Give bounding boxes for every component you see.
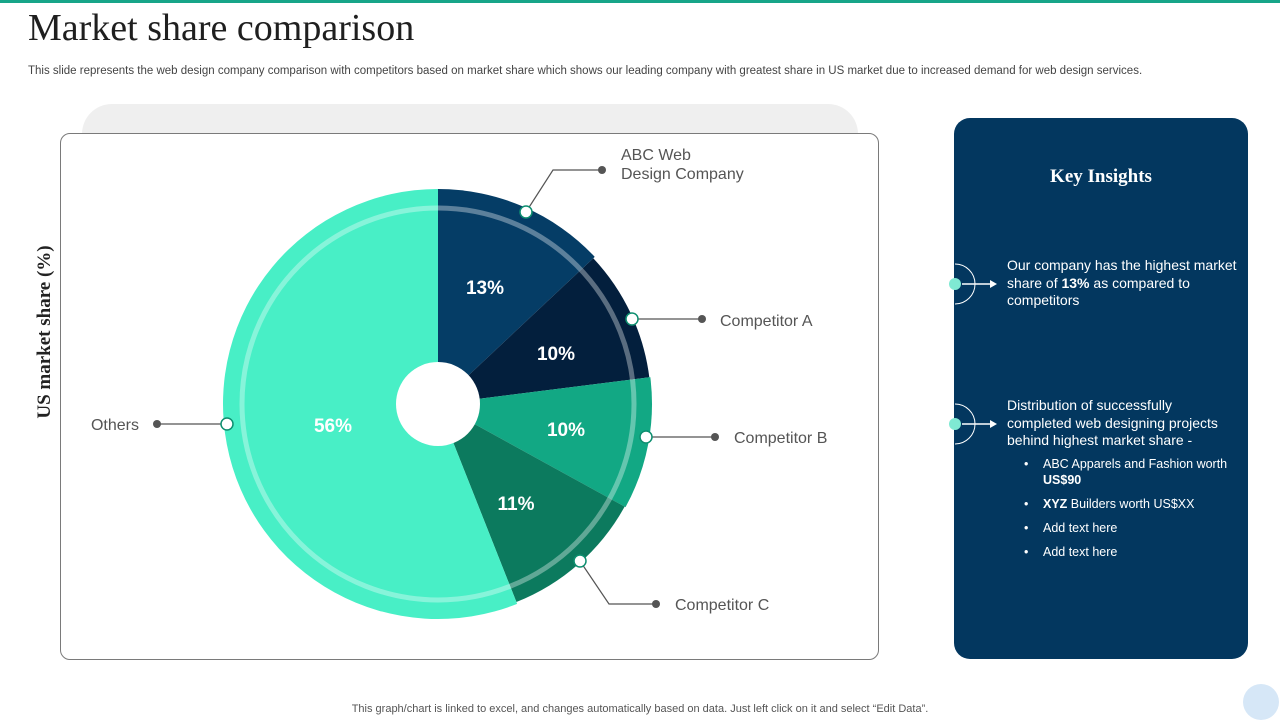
leader-anchor-competitor-c [573, 554, 587, 568]
footer-note: This graph/chart is linked to excel, and… [351, 703, 929, 715]
bullet-1-bold: US$90 [1043, 473, 1082, 487]
leader-end-dot-abc-web-design-company [598, 166, 606, 174]
leader-end-dot-competitor-a [698, 315, 706, 323]
y-axis-label: US market share (%) [34, 245, 55, 418]
insight-1-post: as compared to competitors [1007, 274, 1190, 309]
pie-slice-abc-web-design-company[interactable] [438, 189, 595, 404]
data-label-abc-web-design-company: 13% [466, 278, 504, 299]
bullet-2-text: Builders worth US$XX [1067, 497, 1195, 511]
insight-1-pre: Our company has the highest market share… [1007, 257, 1237, 291]
data-label-competitor-a: 10% [537, 344, 575, 365]
leader-end-dot-competitor-b [711, 433, 719, 441]
key-insights-panel: Key Insights Our company has the highest… [954, 118, 1248, 659]
key-insights-title: Key Insights [1050, 166, 1152, 187]
leader-anchor-others [220, 417, 234, 431]
insight-bullet-list: ABC Apparels and Fashion worth US$90 XYZ… [1007, 456, 1239, 568]
page-title: Market share comparison [28, 7, 415, 49]
leader-end-dot-others [153, 420, 161, 428]
insight-bullet-4: Add text here [1007, 544, 1239, 560]
bullet-1-text: ABC Apparels and Fashion worth [1043, 457, 1228, 471]
pie-slice-competitor-b[interactable] [438, 377, 652, 508]
pie-slice-competitor-c[interactable] [438, 404, 625, 603]
leader-line-competitor-c [579, 560, 656, 605]
insight-bullet-3: Add text here [1007, 520, 1239, 536]
insight-1-bold: 13% [1061, 274, 1090, 291]
data-label-competitor-c: 11% [498, 494, 535, 515]
bullet-4-text: Add text here [1043, 545, 1118, 559]
pie-center-hole [396, 362, 480, 446]
leader-anchor-abc-web-design-company [519, 205, 533, 219]
bullet-3-text: Add text here [1043, 521, 1118, 535]
category-label-competitor-b: Competitor B [734, 430, 827, 447]
insight-bullet-1: ABC Apparels and Fashion worth US$90 [1007, 456, 1239, 488]
category-label-competitor-a: Competitor A [720, 313, 813, 330]
insight-item-2: Distribution of successfully completed w… [1007, 397, 1218, 448]
pie-slice-competitor-a[interactable] [438, 258, 650, 404]
insight-item-1: Our company has the highest market share… [1007, 257, 1239, 310]
top-accent-line [0, 0, 1280, 3]
category-label-competitor-c: Competitor C [675, 597, 769, 614]
corner-decoration [1243, 684, 1279, 720]
leader-line-abc-web-design-company [525, 169, 602, 213]
category-label-others: Others [91, 417, 139, 434]
page-subtitle: This slide represents the web design com… [28, 65, 1143, 77]
pie-inner-ring [239, 205, 637, 603]
insight-bullet-2: XYZ Builders worth US$XX [1007, 496, 1239, 512]
leader-anchor-competitor-a [625, 312, 639, 326]
leader-end-dot-competitor-c [652, 600, 660, 608]
category-label-abc-web-design-company-line2: Design Company [621, 166, 744, 183]
bullet-2-bold: XYZ [1043, 497, 1068, 511]
data-label-competitor-b: 10% [547, 420, 585, 441]
leader-anchor-competitor-b [639, 430, 653, 444]
data-label-others: 56% [314, 416, 352, 437]
pie-slice-others[interactable] [222, 189, 518, 619]
category-label-abc-web-design-company-line1: ABC Web [621, 147, 691, 164]
